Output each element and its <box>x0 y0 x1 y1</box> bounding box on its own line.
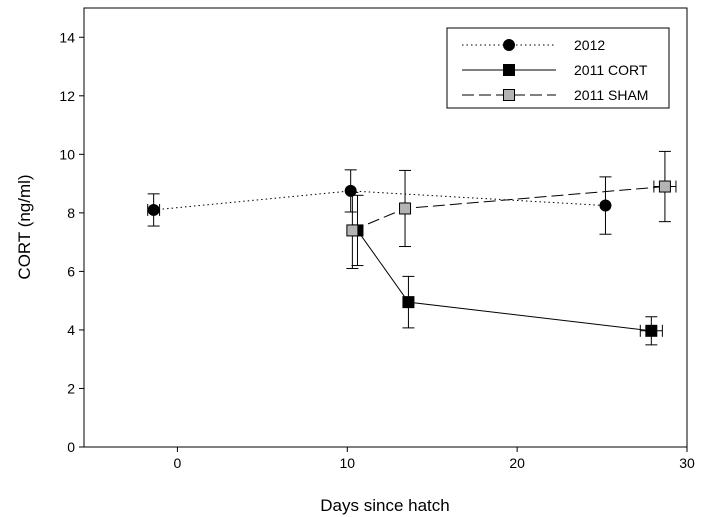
point-marker <box>147 203 160 216</box>
point-marker <box>658 180 671 193</box>
y-tick-label: 4 <box>67 322 75 338</box>
y-tick-label: 6 <box>67 263 75 279</box>
legend-label: 2011 CORT <box>574 62 648 78</box>
x-tick-label: 30 <box>679 455 695 471</box>
point-marker <box>503 64 515 76</box>
y-tick-label: 8 <box>67 205 75 221</box>
point-marker <box>599 199 612 212</box>
y-tick-label: 14 <box>59 29 75 45</box>
legend: 2012 2011 CORT 2011 SHAM <box>446 27 670 109</box>
plot-frame <box>83 7 688 448</box>
x-tick-label: 10 <box>339 455 355 471</box>
point-marker <box>503 39 515 51</box>
y-tick-label: 10 <box>59 146 75 162</box>
y-tick-label: 0 <box>67 439 75 455</box>
point-marker <box>344 184 357 197</box>
legend-label: 2012 <box>574 37 605 53</box>
x-axis-title: Days since hatch <box>320 496 449 515</box>
y-axis-title: CORT (ng/ml) <box>15 174 34 279</box>
point-marker <box>503 89 515 101</box>
series-line <box>357 230 652 332</box>
axis-ticks: 0 10 20 30 0 2 4 6 8 10 12 14 <box>59 29 695 471</box>
x-tick-label: 0 <box>174 455 182 471</box>
point-marker <box>399 202 412 215</box>
series-line <box>153 190 606 211</box>
chart-marks <box>147 150 677 346</box>
y-tick-label: 2 <box>67 380 75 396</box>
point-marker <box>402 296 415 309</box>
legend-label: 2011 SHAM <box>574 87 648 103</box>
x-tick-label: 20 <box>509 455 525 471</box>
y-tick-label: 12 <box>59 88 75 104</box>
point-marker <box>346 224 359 237</box>
point-marker <box>645 324 658 337</box>
